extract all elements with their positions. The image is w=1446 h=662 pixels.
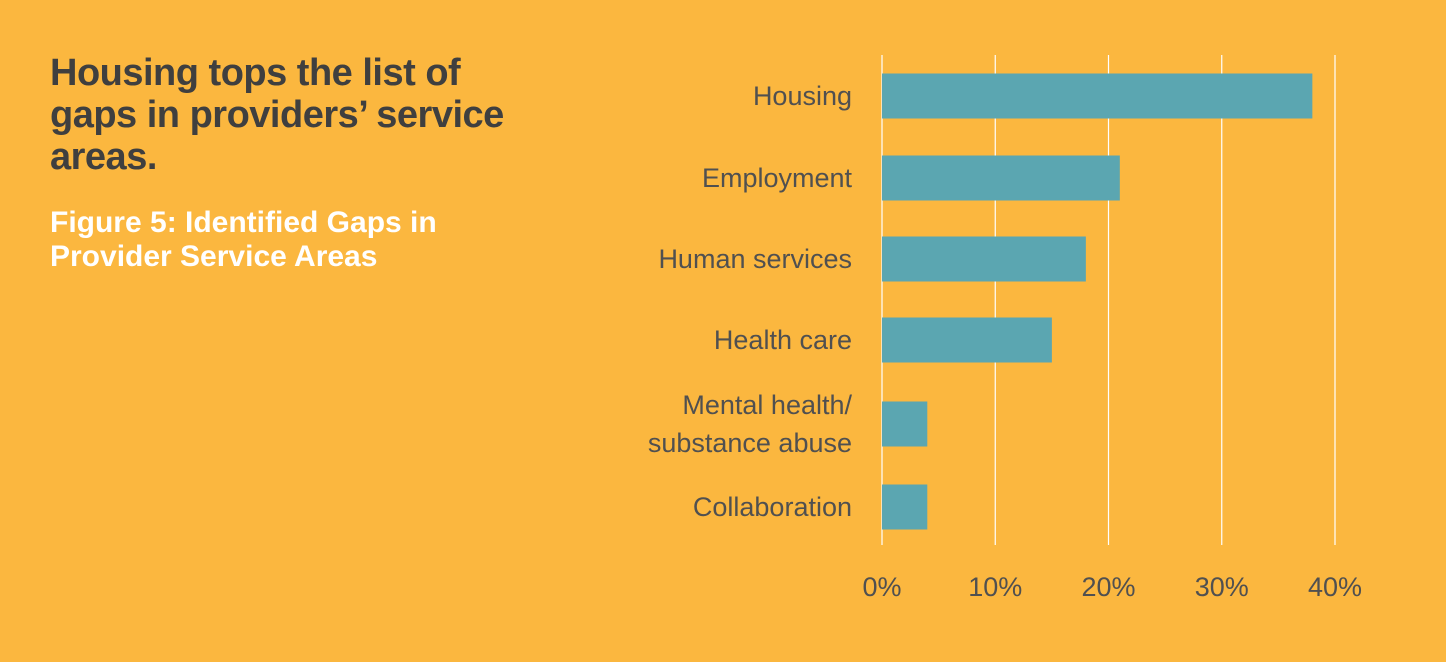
chart-bars [882,73,1313,530]
headline: Housing tops the list of gaps in provide… [50,52,504,178]
figure-title: Figure 5: Identified Gaps in Provider Se… [50,206,437,273]
category-label: Human services [658,244,852,274]
x-tick-label: 20% [1081,572,1135,602]
category-label: Mental health/substance abuse [648,390,853,458]
x-tick-label: 0% [862,572,901,602]
bar [882,73,1313,119]
bar [882,236,1086,282]
category-label: Health care [714,325,852,355]
bar [882,155,1120,201]
x-tick-label: 30% [1195,572,1249,602]
chart-gridlines [881,55,1336,545]
chart-category-labels: Housing Employment Human services Health ca… [648,81,853,522]
category-label: Collaboration [693,492,852,522]
x-tick-label: 40% [1308,572,1362,602]
category-label: Housing [753,81,852,111]
bar [882,401,928,447]
x-tick-label: 10% [968,572,1022,602]
bar [882,317,1052,363]
category-label: Employment [702,163,853,193]
chart-tick-labels: 0% 10% 20% 30% 40% [862,572,1362,602]
bar [882,484,928,530]
